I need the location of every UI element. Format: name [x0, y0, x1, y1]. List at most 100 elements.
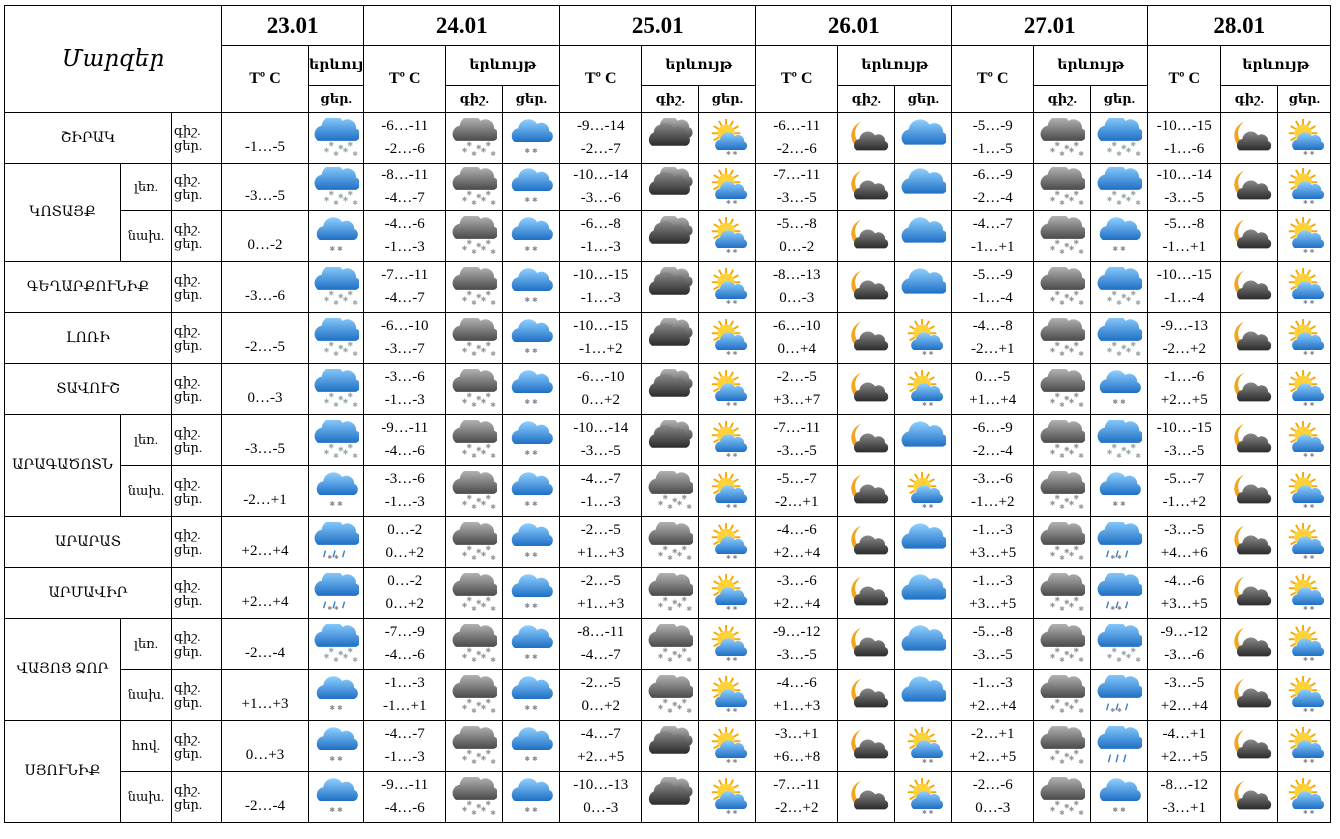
day-temperature: -1…+2: [971, 494, 1015, 510]
svg-text:✱: ✱: [1107, 448, 1113, 456]
day-temperature: -3…+1: [1162, 800, 1206, 816]
temperature: -7…-11 -4…-7: [363, 261, 447, 313]
moon-cloud-icon: [1220, 210, 1279, 262]
svg-text:✱ ✱: ✱ ✱: [525, 806, 538, 814]
svg-text:✱: ✱: [1059, 554, 1065, 562]
svg-text:✱: ✱: [677, 652, 683, 660]
svg-text:✱ ✱: ✱ ✱: [922, 809, 934, 816]
svg-text:✱: ✱: [467, 341, 473, 349]
svg-text:✱ ✱: ✱ ✱: [726, 503, 738, 510]
svg-text:✱: ✱: [1107, 652, 1113, 660]
gray-snow-cloud-icon: ✱ ✱ ✱ ✱ ✱ ✱ ✱: [1033, 669, 1092, 721]
svg-text:✱ ✱: ✱ ✱: [726, 150, 738, 157]
day-temperature: +4…+6: [1160, 545, 1208, 561]
svg-text:✱ ✱: ✱ ✱: [525, 755, 538, 763]
night-day-labels: գիշ. ցեր.: [171, 363, 222, 415]
night-temperature: -5…-9: [972, 118, 1013, 134]
night-temperature: -9…-11: [381, 420, 429, 436]
sun-cloud-snow-icon: ✱ ✱: [698, 669, 757, 721]
svg-text:✱: ✱: [462, 195, 468, 203]
day-temperature: +1…+3: [241, 695, 289, 712]
svg-text:✱: ✱: [333, 350, 339, 358]
svg-text:✱: ✱: [467, 190, 473, 198]
temperature: -9…-12 -3…-6: [1147, 618, 1222, 670]
night-header: գիշ.: [641, 85, 700, 113]
night-temperature: -4…-6: [776, 675, 817, 691]
snow-cloud-icon: ✱ ✱: [502, 163, 561, 211]
table-row: ՏԱՎՈՒՇ գիշ. ցեր. 0…-3 ✱ ✱ ✱ ✱ ✱ ✱ ✱ -3…-6 -1…-3 ✱ ✱ ✱ ✱ ✱…: [4, 363, 1332, 415]
temperature: -10…-15 -3…-5: [1147, 414, 1222, 466]
cloud-icon: [894, 414, 953, 466]
svg-text:✱: ✱: [1069, 397, 1075, 405]
svg-text:✱: ✱: [658, 550, 664, 558]
subregion-label: նախ.: [120, 210, 172, 262]
svg-text:✱: ✱: [467, 443, 473, 451]
day-temperature: -3…-5: [245, 440, 285, 457]
svg-text:✱: ✱: [1055, 749, 1061, 757]
svg-text:✱: ✱: [1074, 494, 1080, 502]
svg-text:✱: ✱: [467, 494, 473, 502]
snow-cloud-icon: ✱ ✱: [502, 720, 561, 772]
svg-text:✱ ✱: ✱ ✱: [1303, 299, 1315, 306]
rain-snow-cloud-icon: ✱ ✱: [1090, 669, 1149, 721]
svg-text:✱: ✱: [467, 545, 473, 553]
night-temperature: -6…-9: [972, 420, 1013, 436]
svg-text:✱: ✱: [343, 346, 349, 354]
day-temperature: +3…+5: [1160, 596, 1208, 612]
sun-cloud-snow-icon: ✱ ✱: [698, 210, 757, 262]
gray-snow-cloud-icon: ✱ ✱ ✱ ✱ ✱ ✱ ✱: [1033, 312, 1092, 364]
day-label: ցեր.: [174, 746, 203, 761]
svg-text:✱: ✱: [467, 141, 473, 149]
svg-text:✱: ✱: [481, 652, 487, 660]
night-temperature: -4…-6: [384, 216, 425, 232]
svg-text:✱: ✱: [1078, 503, 1084, 511]
svg-text:✱: ✱: [338, 292, 344, 300]
svg-text:✱: ✱: [1055, 392, 1061, 400]
svg-text:✱: ✱: [677, 703, 683, 711]
snow-cloud-icon: ✱ ✱: [502, 312, 561, 364]
svg-text:✱: ✱: [471, 199, 477, 207]
night-day-labels: գիշ. ցեր.: [171, 669, 222, 721]
night-temperature: -3…-6: [972, 471, 1013, 487]
svg-text:✱ ✱: ✱ ✱: [922, 503, 934, 510]
night-header: գիշ.: [837, 85, 896, 113]
svg-text:✱: ✱: [490, 503, 496, 511]
table-row: ՍՅՈՒՆԻՔ հով. գիշ. ցեր. 0…+3 ✱ ✱ -4…-7 -1…-3 ✱ ✱ ✱ ✱…: [4, 720, 1332, 823]
day-label: ցեր.: [174, 187, 203, 202]
cloud-icon: [894, 516, 953, 568]
night-label: գիշ.: [174, 476, 201, 491]
moon-cloud-icon: [837, 771, 896, 823]
day-temperature: -4…-7: [580, 647, 621, 663]
region-name: ԱՐԱԳԱԾՈՏՆ: [4, 414, 121, 517]
svg-text:✱: ✱: [1116, 452, 1122, 460]
svg-text:✱ ✱: ✱ ✱: [726, 758, 738, 765]
region-name: ԼՈՌԻ: [4, 312, 172, 364]
night-temperature: 0…-5: [975, 369, 1011, 385]
table-row: ՎԱՅՈՑ ՁՈՐ լեռ. գիշ. ցեր. -2…-4 ✱ ✱ ✱ ✱ ✱ ✱ ✱ -7…-9 -4…: [4, 618, 1332, 721]
svg-text:✱: ✱: [471, 452, 477, 460]
svg-text:✱: ✱: [1055, 698, 1061, 706]
day-temperature: -2…+1: [971, 341, 1015, 357]
svg-text:✱: ✱: [1055, 290, 1061, 298]
svg-text:✱: ✱: [486, 647, 492, 655]
table-row: ԼՈՌԻ գիշ. ցեր. -2…-5 ✱ ✱ ✱ ✱ ✱ ✱ ✱ -6…-10 -3…-7 ✱ ✱ ✱ ✱ ✱…: [4, 312, 1332, 364]
svg-text:✱: ✱: [471, 605, 477, 613]
svg-text:✱: ✱: [1064, 598, 1070, 606]
night-temperature: -2…+1: [971, 726, 1015, 742]
svg-text:✱: ✱: [490, 707, 496, 715]
svg-text:✱ ✱: ✱ ✱: [1111, 605, 1123, 612]
temp-header: Tº C: [755, 45, 839, 113]
svg-text:✱: ✱: [329, 190, 335, 198]
night-temperature: -1…-6: [1164, 369, 1205, 385]
night-day-labels: գիշ. ցեր.: [171, 163, 222, 211]
temperature: -8…-11 -4…-7: [559, 618, 643, 670]
night-temperature: -4…-8: [972, 318, 1013, 334]
night-day-labels: գիշ. ցեր.: [171, 567, 222, 619]
svg-text:✱: ✱: [324, 146, 330, 154]
gray-snow-cloud-icon: ✱ ✱ ✱ ✱ ✱ ✱ ✱: [445, 720, 504, 772]
svg-text:✱: ✱: [1078, 707, 1084, 715]
svg-text:✱ ✱: ✱ ✱: [1303, 656, 1315, 663]
svg-text:✱: ✱: [1121, 143, 1127, 151]
night-temperature: -5…-8: [972, 624, 1013, 640]
temperature: -8…-12 -3…+1: [1147, 771, 1222, 823]
